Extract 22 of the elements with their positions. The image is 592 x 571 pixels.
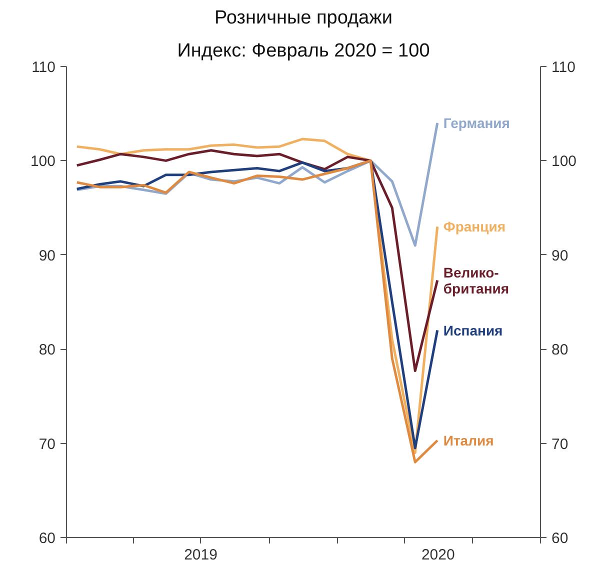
y2-tick-label: 70 — [552, 436, 568, 453]
line-series — [76, 149, 439, 372]
y2-tick-label: 60 — [552, 530, 568, 547]
series-label: Испания — [443, 322, 503, 338]
series-label: Германия — [443, 115, 510, 132]
y-tick-label: 90 — [38, 247, 56, 264]
y2-tick-label: 100 — [552, 153, 577, 170]
series-label: Велико- британия — [443, 264, 510, 296]
y-tick-label: 100 — [30, 153, 56, 170]
y2-tick-label: 90 — [552, 247, 568, 264]
x-tick-label: 2019 — [184, 546, 218, 564]
y-tick-label: 80 — [38, 342, 56, 359]
y-tick-label: 70 — [38, 436, 56, 453]
chart-title: Розничные продажи — [214, 8, 392, 28]
chart-subtitle: Индекс: Февраль 2020 = 100 — [177, 40, 430, 62]
y2-tick-label: 80 — [552, 342, 568, 359]
x-tick-label: 2020 — [421, 546, 455, 564]
y2-tick-label: 110 — [552, 59, 576, 76]
y-tick-label: 110 — [32, 59, 56, 76]
series-label: Франция — [443, 218, 506, 235]
y-tick-label: 60 — [38, 530, 56, 547]
series-label: Италия — [443, 432, 494, 448]
